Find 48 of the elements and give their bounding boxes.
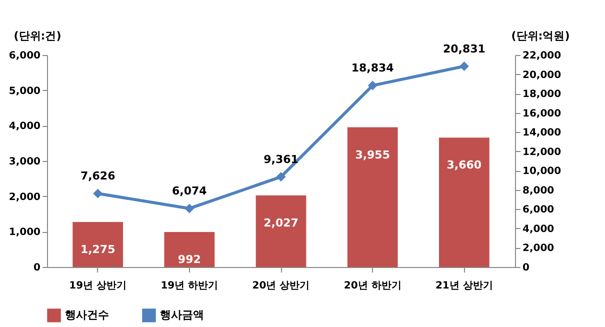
bar <box>347 127 398 267</box>
y-tick-label: 0 <box>34 262 41 274</box>
point <box>459 62 469 72</box>
point <box>368 80 378 90</box>
y2-tick-label: 0 <box>522 262 530 274</box>
x-tick-label: 20년 상반기 <box>252 280 310 292</box>
bar <box>438 138 490 267</box>
y-tick-label: 4,000 <box>8 121 41 132</box>
y-tick-label: 3,000 <box>8 156 41 168</box>
y2-tick-label: 10,000 <box>522 166 562 178</box>
y2-tick-label: 8,000 <box>522 185 554 196</box>
y2-tick-label: 2,000 <box>522 243 554 254</box>
data-label: 20,831 <box>442 42 486 56</box>
data-label: 9,361 <box>264 152 298 166</box>
bar <box>164 232 215 267</box>
bar <box>256 195 306 267</box>
y-tick-label: 6,000 <box>8 50 41 62</box>
y2-axis-title: (단위:억원) <box>511 30 570 42</box>
y-tick-label: 1,000 <box>8 227 41 238</box>
y2-tick-label: 16,000 <box>522 108 562 120</box>
y2-tick-label: 4,000 <box>522 224 554 235</box>
point <box>93 188 103 198</box>
data-label: 6,074 <box>172 184 208 198</box>
x-tick-label: 21년 상반기 <box>435 280 493 292</box>
bar <box>72 222 124 267</box>
y-axis-title: (단위:건) <box>14 30 62 42</box>
data-label: 3,955 <box>355 148 390 162</box>
y2-tick-label: 14,000 <box>522 128 562 139</box>
y2-tick-label: 20,000 <box>522 70 562 81</box>
y2-tick-label: 18,000 <box>522 89 562 100</box>
y-tick-label: 2,000 <box>8 192 41 203</box>
data-label: 18,834 <box>351 62 394 75</box>
x-tick-label: 19년 상반기 <box>69 280 127 292</box>
x-tick-label: 20년 하반기 <box>344 280 402 292</box>
point <box>276 172 286 182</box>
legend-label: 행사금액 <box>160 308 204 322</box>
y-tick-label: 5,000 <box>8 86 41 97</box>
y2-tick-label: 22,000 <box>522 50 562 62</box>
data-label: 2,027 <box>264 216 298 230</box>
point <box>184 204 194 214</box>
data-label: 7,626 <box>80 170 116 183</box>
x-tick-label: 19년 하반기 <box>160 280 218 292</box>
y2-tick-label: 12,000 <box>522 146 562 158</box>
data-label: 3,660 <box>446 158 482 172</box>
data-label: 992 <box>178 252 201 266</box>
legend-label: 행사건수 <box>65 308 109 322</box>
data-label: 1,275 <box>80 242 116 256</box>
y2-tick-label: 6,000 <box>522 204 554 216</box>
